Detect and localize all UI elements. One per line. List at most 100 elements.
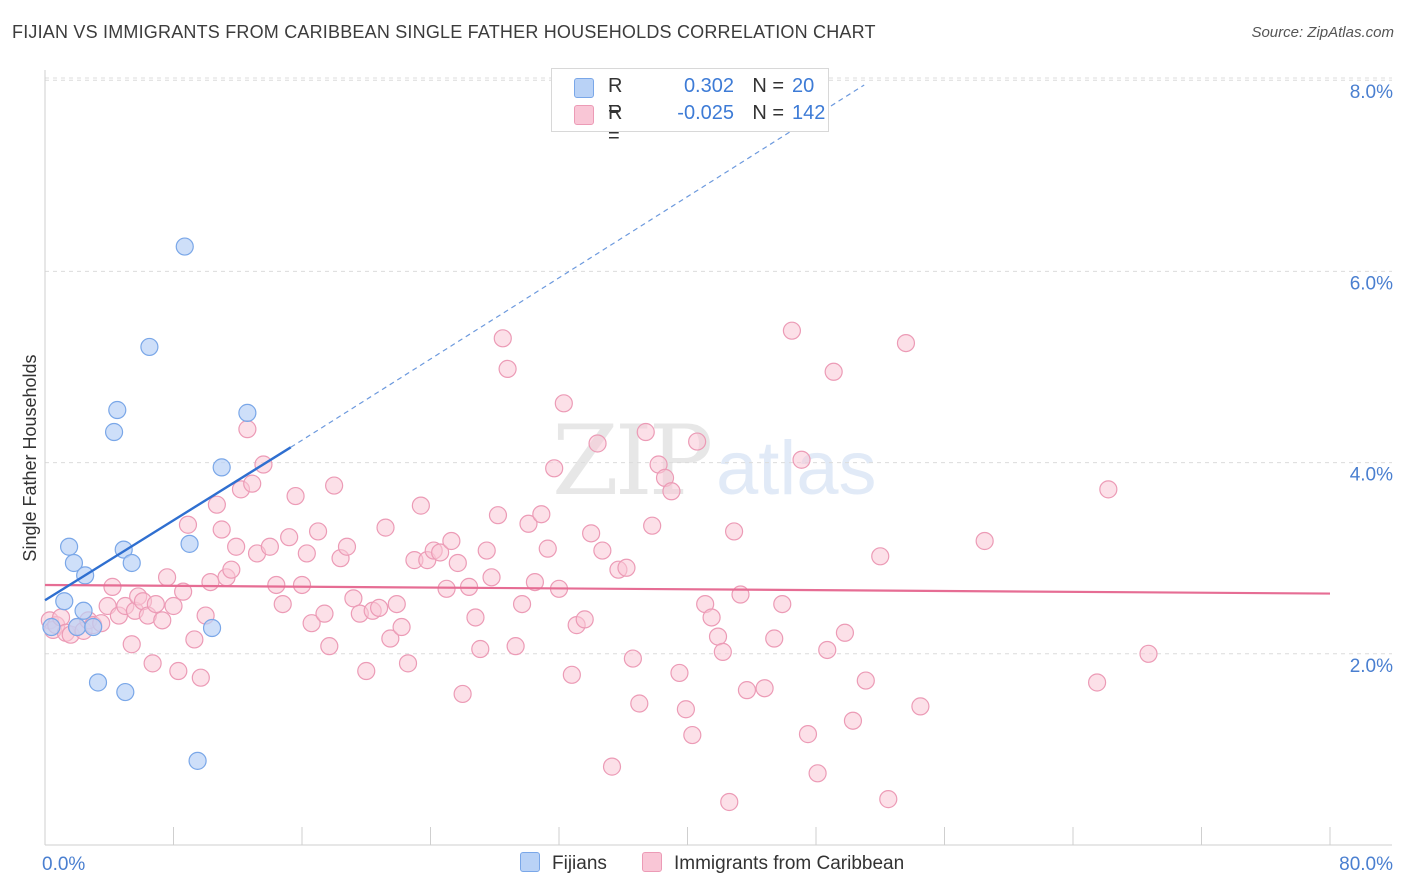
caribbean-point [169,661,188,681]
caribbean-point [207,495,226,514]
y-tick-label: 8.0% [1350,82,1393,103]
chart-title: FIJIAN VS IMMIGRANTS FROM CARIBBEAN SING… [12,22,876,42]
caribbean-point [623,649,642,668]
caribbean-point [164,596,183,616]
caribbean-point [737,681,757,700]
legend-n-label: N = [752,75,784,97]
legend-swatch-fijians [574,78,594,98]
caribbean-point [243,474,262,493]
watermark-atlas: atlas [716,426,877,511]
caribbean-point [143,654,162,673]
x-tick-label: 0.0% [42,854,85,875]
caribbean-point [835,623,855,642]
caribbean-point [238,420,257,439]
caribbean-point [201,572,220,592]
caribbean-point [488,506,508,525]
caribbean-point [280,528,299,547]
fijian-point [88,673,108,692]
fijian-point [140,337,159,357]
caribbean-point [448,553,467,573]
caribbean-point [337,537,357,556]
caribbean-point [222,560,241,579]
fijian-point [188,751,207,770]
fijian-point [42,617,61,637]
caribbean-point [286,486,305,506]
caribbean-point [227,537,246,556]
caribbean-point [545,459,564,478]
caribbean-point [593,541,612,560]
caribbean-point [297,544,316,563]
caribbean-point [1087,673,1107,692]
caribbean-point [670,663,689,683]
caribbean-point [896,334,916,353]
bottom-legend-swatch-caribbean [642,852,662,872]
caribbean-point [178,515,198,534]
caribbean-point [582,524,601,543]
caribbean-point [506,637,525,656]
legend-n-value: 142 [792,102,826,124]
legend-r-value: 0.302 [683,75,734,97]
caribbean-point [798,725,818,744]
watermark-zip: ZIP [552,405,713,517]
caribbean-point [273,594,292,614]
caribbean-point [122,635,141,654]
caribbean-point [512,594,532,614]
fijian-trend-line [44,446,292,602]
caribbean-point [636,422,655,442]
legend-r-label: R = [608,75,623,120]
caribbean-point [782,321,802,340]
caribbean-point [431,543,450,562]
y-axis-label: Single Father Households [20,354,40,561]
correlation-legend: R = 0.302 N = 20 R = -0.025 N = 142 [551,68,829,147]
caribbean-point [315,604,334,623]
caribbean-point [320,637,339,656]
caribbean-point [381,629,400,648]
caribbean-point [808,764,827,783]
legend-swatch-caribbean [574,105,594,125]
caribbean-point [325,476,344,495]
caribbean-point [911,697,930,716]
caribbean-point [212,520,231,539]
caribbean-point [370,598,389,618]
fijian-point [84,617,103,637]
caribbean-point [602,757,622,776]
caribbean-point [344,589,363,608]
caribbean-point [357,661,376,681]
caribbean-point [755,679,774,698]
caribbean-point [519,514,538,533]
legend-n-value: 20 [792,75,815,97]
caribbean-point [387,594,406,614]
caribbean-point [267,575,286,595]
caribbean-point [191,668,210,687]
fijian-point [74,601,93,620]
caribbean-point [617,558,636,577]
caribbean-point [292,575,312,595]
caribbean-point [1099,480,1118,499]
fijian-point [238,403,257,422]
caribbean-point [676,700,695,719]
caribbean-point [713,642,732,661]
caribbean-point [773,594,792,614]
fijian-point [55,592,74,611]
bottom-legend-caribbean: Immigrants from Caribbean [642,852,904,875]
y-tick-label: 6.0% [1350,273,1393,294]
chart-source: Source: ZipAtlas.com [1251,24,1394,41]
caribbean-point [493,329,512,348]
caribbean-point [153,611,172,630]
fijian-point [64,553,84,573]
caribbean-point [302,614,321,633]
fijian-point [212,458,231,477]
bottom-legend-swatch-fijians [520,852,540,872]
caribbean-point [260,537,279,556]
caribbean-point [392,617,411,637]
caribbean-point [575,610,594,629]
caribbean-point [554,394,573,413]
caribbean-point [1139,644,1158,663]
caribbean-point [688,432,707,451]
fijian-point [108,400,127,420]
caribbean-point [466,608,485,627]
caribbean-point [174,582,193,601]
bottom-legend-label-fijians: Fijians [552,853,607,874]
legend-n-label: N = [752,102,784,124]
